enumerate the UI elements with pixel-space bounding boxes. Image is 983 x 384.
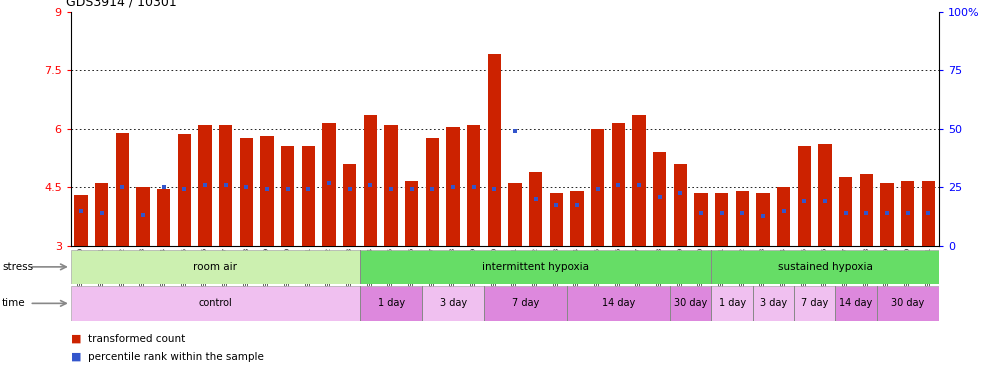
Bar [422,286,484,321]
Bar [670,286,712,321]
Text: 14 day: 14 day [839,298,873,308]
Bar [219,125,233,246]
Bar [240,138,254,246]
Bar [798,146,811,246]
Bar [632,115,646,246]
Bar [343,164,357,246]
Bar [877,286,939,321]
Bar [611,123,625,246]
Text: 3 day: 3 day [760,298,787,308]
Text: sustained hypoxia: sustained hypoxia [778,262,873,272]
Text: 14 day: 14 day [602,298,635,308]
Bar [570,191,584,246]
Bar [71,286,360,321]
Text: transformed count: transformed count [88,334,186,344]
Bar [715,193,728,246]
Text: GDS3914 / 10301: GDS3914 / 10301 [67,0,177,8]
Bar [467,125,481,246]
Bar [302,146,316,246]
Bar [75,195,87,246]
Text: 30 day: 30 day [674,298,708,308]
Bar [281,146,295,246]
Bar [116,132,129,246]
Bar [819,144,832,246]
Text: 1 day: 1 day [719,298,746,308]
Bar [839,177,852,246]
Text: 7 day: 7 day [801,298,829,308]
Bar [405,181,419,246]
Bar [322,123,336,246]
Text: intermittent hypoxia: intermittent hypoxia [483,262,589,272]
Bar [199,125,211,246]
Bar [881,183,894,246]
Bar [384,125,398,246]
Text: 3 day: 3 day [439,298,467,308]
Bar [860,174,873,246]
Text: ■: ■ [71,352,85,362]
Text: 1 day: 1 day [377,298,405,308]
Bar [446,127,460,246]
Bar [567,286,670,321]
Bar [364,115,377,246]
Bar [836,286,877,321]
Bar [426,138,439,246]
Bar [922,181,935,246]
Text: control: control [199,298,232,308]
Bar [137,187,149,246]
Bar [694,193,708,246]
Bar [178,134,191,246]
Bar [591,129,605,246]
Bar [777,187,790,246]
Bar [735,191,749,246]
Text: time: time [2,298,26,308]
Bar [756,193,770,246]
Bar [508,183,522,246]
Bar [794,286,836,321]
Text: stress: stress [2,262,33,272]
Bar [484,286,567,321]
Bar [260,136,274,246]
Bar [488,55,501,246]
Bar [95,183,108,246]
Text: 30 day: 30 day [892,298,924,308]
Bar [71,250,360,284]
Bar [157,189,170,246]
Bar [712,250,939,284]
Bar [712,286,753,321]
Bar [360,250,712,284]
Bar [753,286,794,321]
Bar [901,181,914,246]
Bar [549,193,563,246]
Text: percentile rank within the sample: percentile rank within the sample [88,352,264,362]
Text: ■: ■ [71,334,85,344]
Bar [673,164,687,246]
Bar [529,172,543,246]
Text: 7 day: 7 day [512,298,539,308]
Text: room air: room air [194,262,238,272]
Bar [360,286,422,321]
Bar [653,152,666,246]
